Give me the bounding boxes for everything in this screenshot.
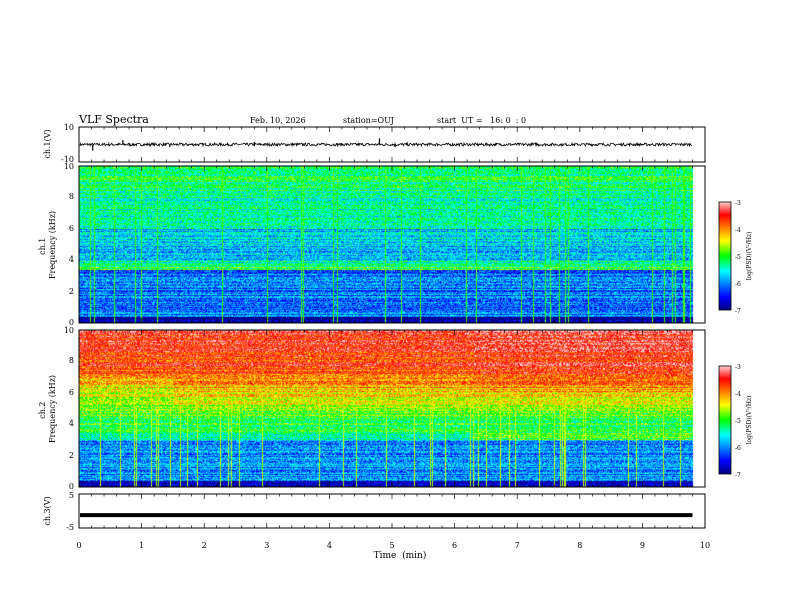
ch3-ytick-top: 5 <box>69 491 74 500</box>
tick-marks <box>78 127 706 528</box>
ch1-noise-trace <box>79 141 693 148</box>
ch2-ytick-6: 6 <box>69 388 74 397</box>
ch2-colorbar-tick--3: -3 <box>735 364 741 371</box>
ch2-spectrogram-ylabel: ch.2 Frequency (kHz) <box>38 375 57 443</box>
ch1-spectrogram-image <box>79 166 705 323</box>
ch2-colorbar <box>718 365 732 475</box>
ch1-colorbar-label: log(PSD)(V²/Hz) <box>746 232 753 281</box>
time-tick-4: 4 <box>327 541 332 550</box>
station-label: station=OUJ <box>343 116 394 125</box>
ch1-ytick-8: 8 <box>69 192 74 201</box>
ch3-waveform-ylabel: ch.3(V) <box>43 496 52 525</box>
ch1-ytick-top: 10 <box>64 123 74 132</box>
ch2-colorbar-tick--6: -6 <box>735 445 741 452</box>
ch1-waveform-panel: 10 -10 ch.1(V) <box>43 123 706 164</box>
time-tick-9: 9 <box>640 541 645 550</box>
ch1-colorbar-tick--6: -6 <box>735 281 741 288</box>
ch2-frequency-axis: 0 2 4 6 8 10 <box>64 326 74 491</box>
ch1-colorbar-tick--4: -4 <box>735 227 741 234</box>
ch1-ytick-6: 6 <box>69 224 74 233</box>
ch2-colorbar-tick--7: -7 <box>735 472 741 479</box>
ch2-spectrogram-panel: 0 2 4 6 8 10 ch.2 Frequency (kHz) -3 -4 … <box>38 326 753 491</box>
ch2-ytick-0: 0 <box>69 482 74 491</box>
ch1-ytick-2: 2 <box>69 287 74 296</box>
figure-title: VLF Spectra <box>78 113 149 126</box>
ch3-waveform-panel: 5 -5 ch.3(V) <box>43 491 706 532</box>
ch1-spectrogram-ylabel: ch.1 Frequency (kHz) <box>38 211 57 279</box>
time-tick-6: 6 <box>452 541 457 550</box>
time-tick-7: 7 <box>515 541 520 550</box>
frame-ticks <box>78 127 706 528</box>
ch2-ytick-2: 2 <box>69 451 74 460</box>
time-tick-5: 5 <box>389 541 394 550</box>
time-axis-label: Time (min) <box>374 550 427 561</box>
ch1-colorbar-tick--5: -5 <box>735 254 741 261</box>
ch1-ytick-10: 10 <box>64 162 74 171</box>
ch2-ytick-10: 10 <box>64 326 74 335</box>
ch2-colorbar-label: log(PSD)(V²/Hz) <box>746 396 753 445</box>
time-axis: 0 1 2 3 4 5 6 7 8 9 10 <box>76 541 710 550</box>
ch1-ytick-0: 0 <box>69 318 74 327</box>
ch3-waveform-frame <box>78 493 706 529</box>
ch1-spectrogram-panel: 0 2 4 6 8 10 ch.1 Frequency (kHz) -3 -4 … <box>38 162 753 327</box>
start-time-label: start UT = 16: 0 : 0 <box>437 116 526 125</box>
ch1-ytick-4: 4 <box>69 255 74 264</box>
ch1-waveform-ylabel: ch.1(V) <box>43 129 52 158</box>
ch2-colorbar-tick--4: -4 <box>735 391 741 398</box>
time-tick-8: 8 <box>577 541 582 550</box>
ch1-colorbar-tick--3: -3 <box>735 200 741 207</box>
ch2-ytick-4: 4 <box>69 419 74 428</box>
ch2-colorbar-tick--5: -5 <box>735 418 741 425</box>
ch2-ytick-8: 8 <box>69 356 74 365</box>
time-tick-0: 0 <box>76 541 81 550</box>
ch1-frequency-axis: 0 2 4 6 8 10 <box>64 162 74 327</box>
time-tick-1: 1 <box>139 541 144 550</box>
ch1-ytick-bottom: -10 <box>61 155 74 164</box>
time-tick-10: 10 <box>700 541 710 550</box>
date-label: Feb. 10, 2026 <box>250 116 306 125</box>
time-tick-2: 2 <box>202 541 207 550</box>
ch2-spectrogram-image <box>79 330 705 487</box>
ch3-ytick-bottom: -5 <box>66 523 74 532</box>
ch1-colorbar <box>718 201 732 311</box>
time-tick-3: 3 <box>264 541 269 550</box>
ch1-waveform-trace <box>79 138 693 151</box>
ch1-colorbar-tick--7: -7 <box>735 308 741 315</box>
